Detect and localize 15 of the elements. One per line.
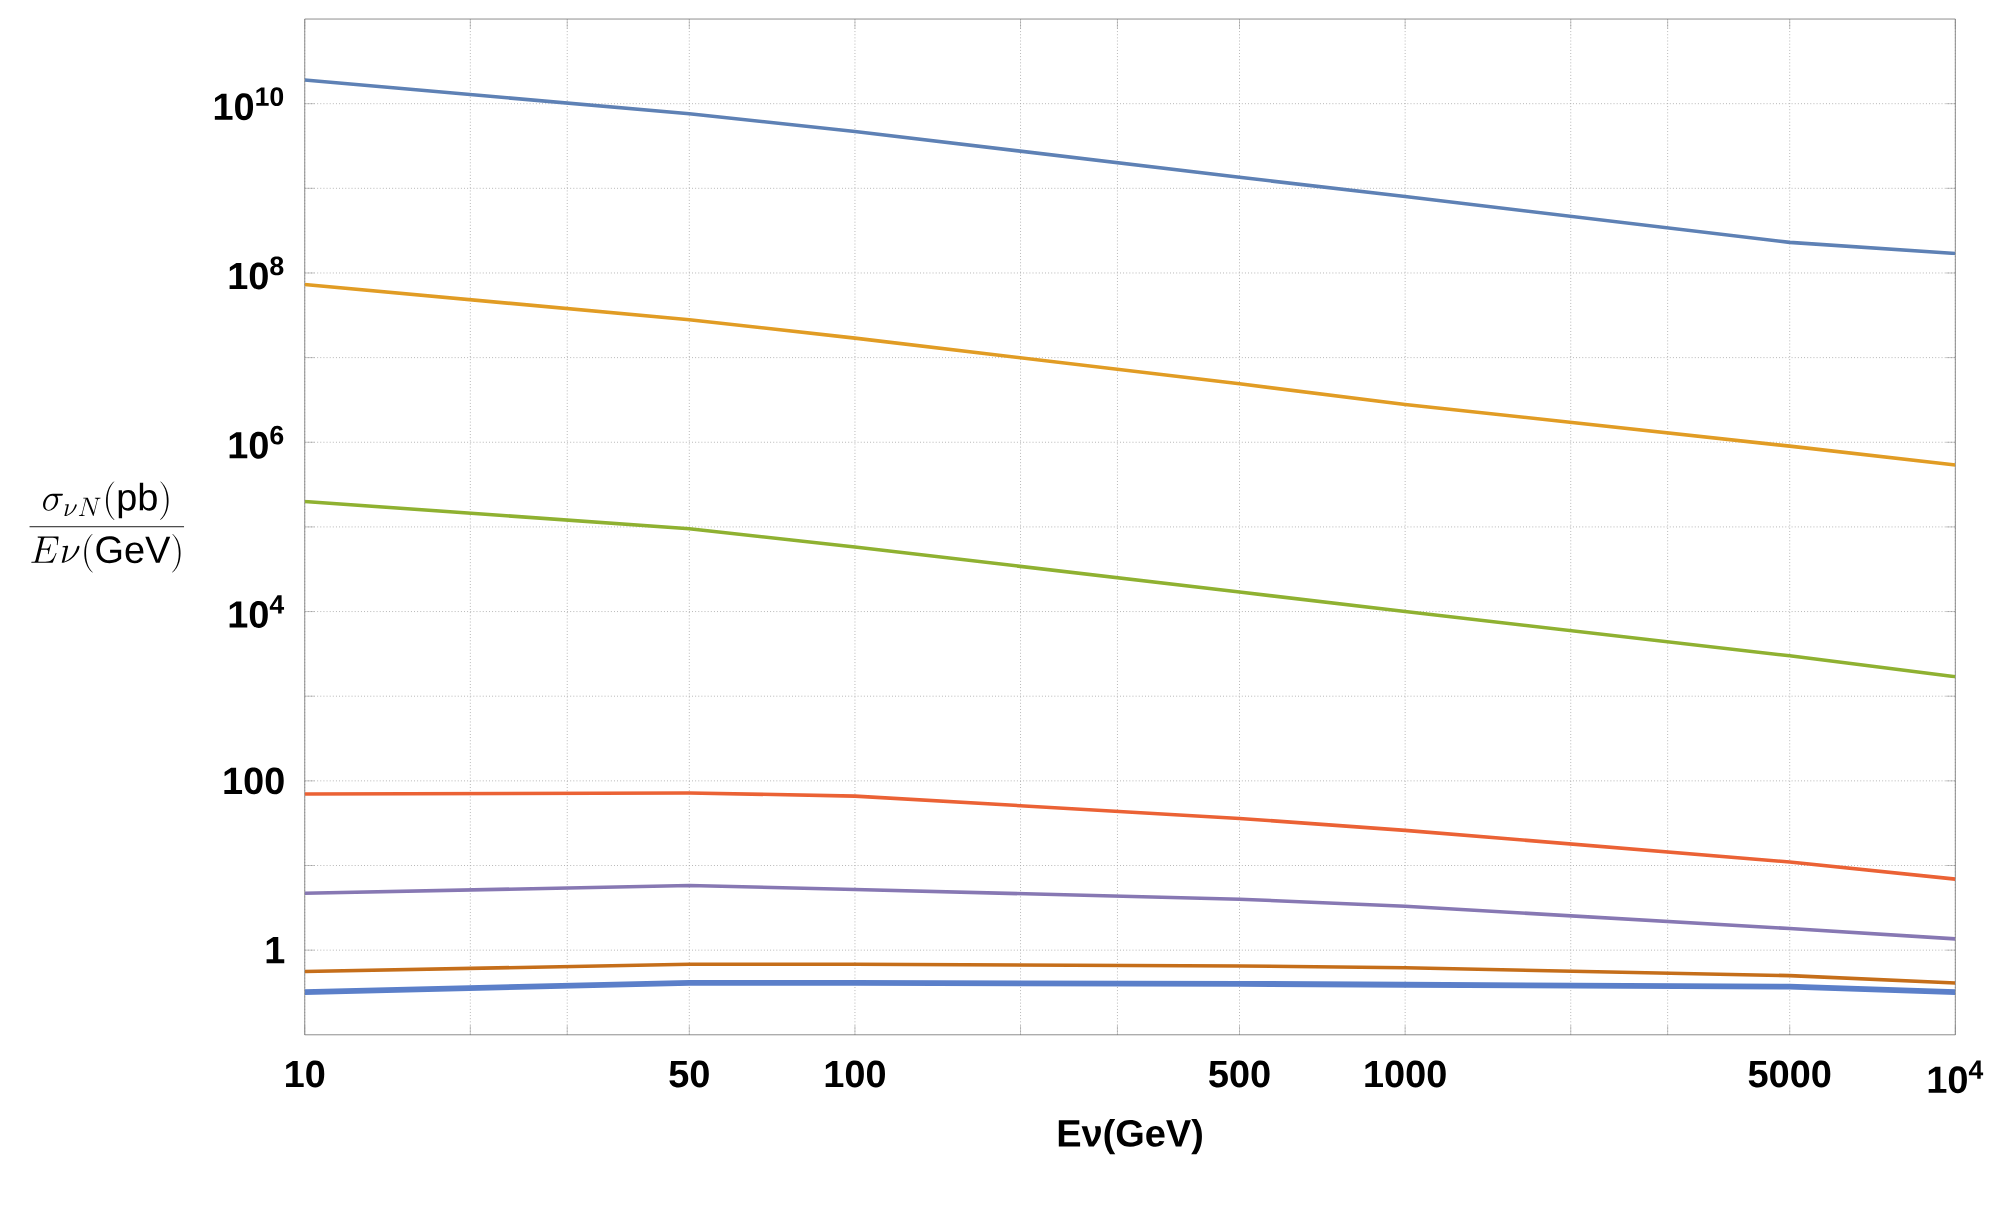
x-tick-label: 10 xyxy=(286,1060,325,1088)
y-tick-label: 100 xyxy=(224,767,284,795)
x-tick-label: 10$^{4}$ xyxy=(1928,1060,1984,1093)
x-tick-label: 1000 xyxy=(1365,1060,1446,1088)
x-tick-label: 500 xyxy=(1209,1060,1270,1088)
y-tick-label: 10$^{6}$ xyxy=(229,425,284,459)
y-tick-label: 10$^{8}$ xyxy=(229,256,284,290)
y-tick-label: 1 xyxy=(266,936,285,963)
x-axis-title: Eν(GeV) xyxy=(1058,1118,1202,1155)
x-tick-label: 5000 xyxy=(1748,1060,1831,1088)
y-axis-title: $\frac{\sigma_{\nu N}\mathrm{(pb)}}{E\nu\mathrm{(GeV)}}$ xyxy=(29,481,185,573)
y-tick-label: 10$^{10}$ xyxy=(214,86,284,120)
x-tick-label: 100 xyxy=(825,1060,885,1088)
y-tick-label: 10$^{4}$ xyxy=(229,595,285,628)
x-tick-label: 50 xyxy=(669,1060,709,1088)
